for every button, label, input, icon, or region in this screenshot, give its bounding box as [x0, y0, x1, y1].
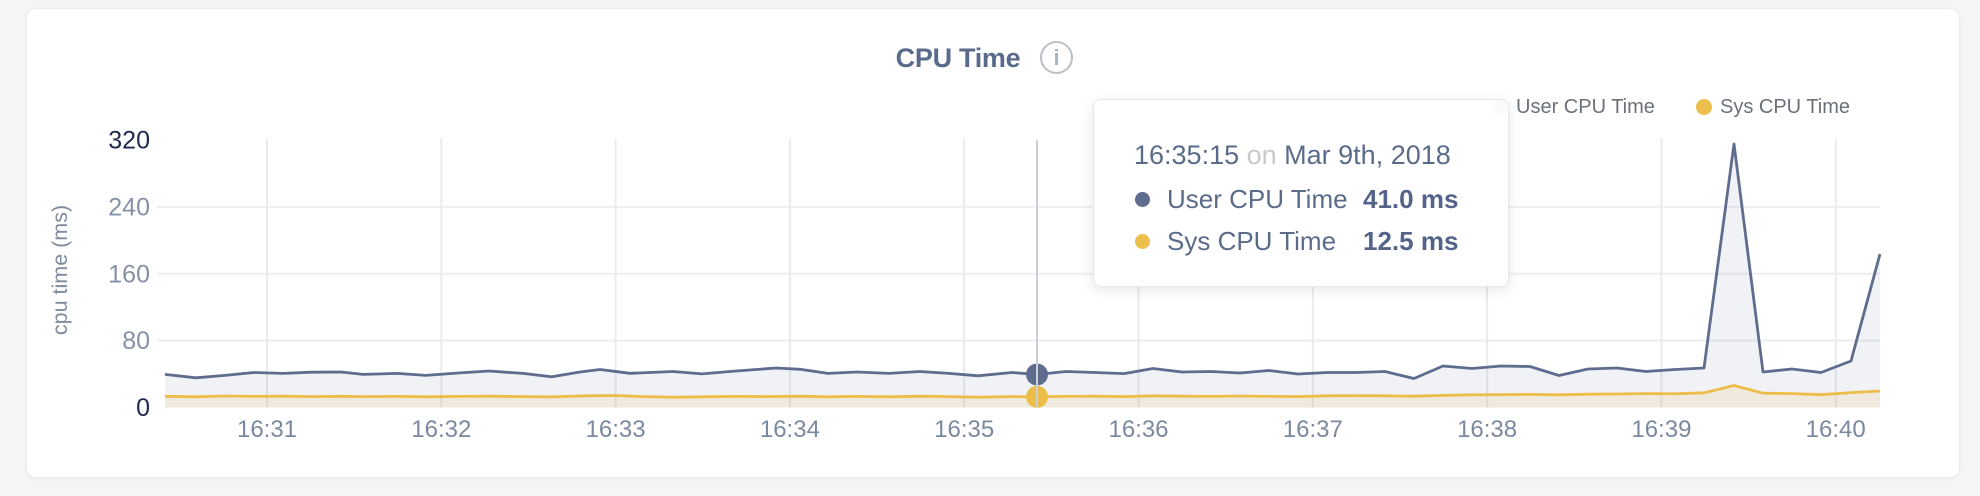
svg-text:80: 80 [122, 327, 150, 355]
svg-text:320: 320 [108, 127, 150, 155]
svg-text:16:40: 16:40 [1806, 416, 1866, 443]
svg-text:16:39: 16:39 [1631, 416, 1691, 443]
svg-text:16:37: 16:37 [1283, 416, 1343, 443]
svg-text:16:34: 16:34 [760, 416, 820, 443]
svg-text:cpu time (ms): cpu time (ms) [48, 205, 72, 335]
svg-text:16:31: 16:31 [237, 416, 297, 443]
svg-text:16:38: 16:38 [1457, 416, 1517, 443]
svg-text:0: 0 [136, 394, 150, 422]
svg-text:16:35: 16:35 [934, 416, 994, 443]
svg-text:160: 160 [108, 260, 150, 288]
svg-text:16:36: 16:36 [1108, 416, 1168, 443]
svg-text:16:32: 16:32 [411, 416, 471, 443]
svg-text:16:33: 16:33 [586, 416, 646, 443]
svg-text:240: 240 [108, 193, 150, 221]
